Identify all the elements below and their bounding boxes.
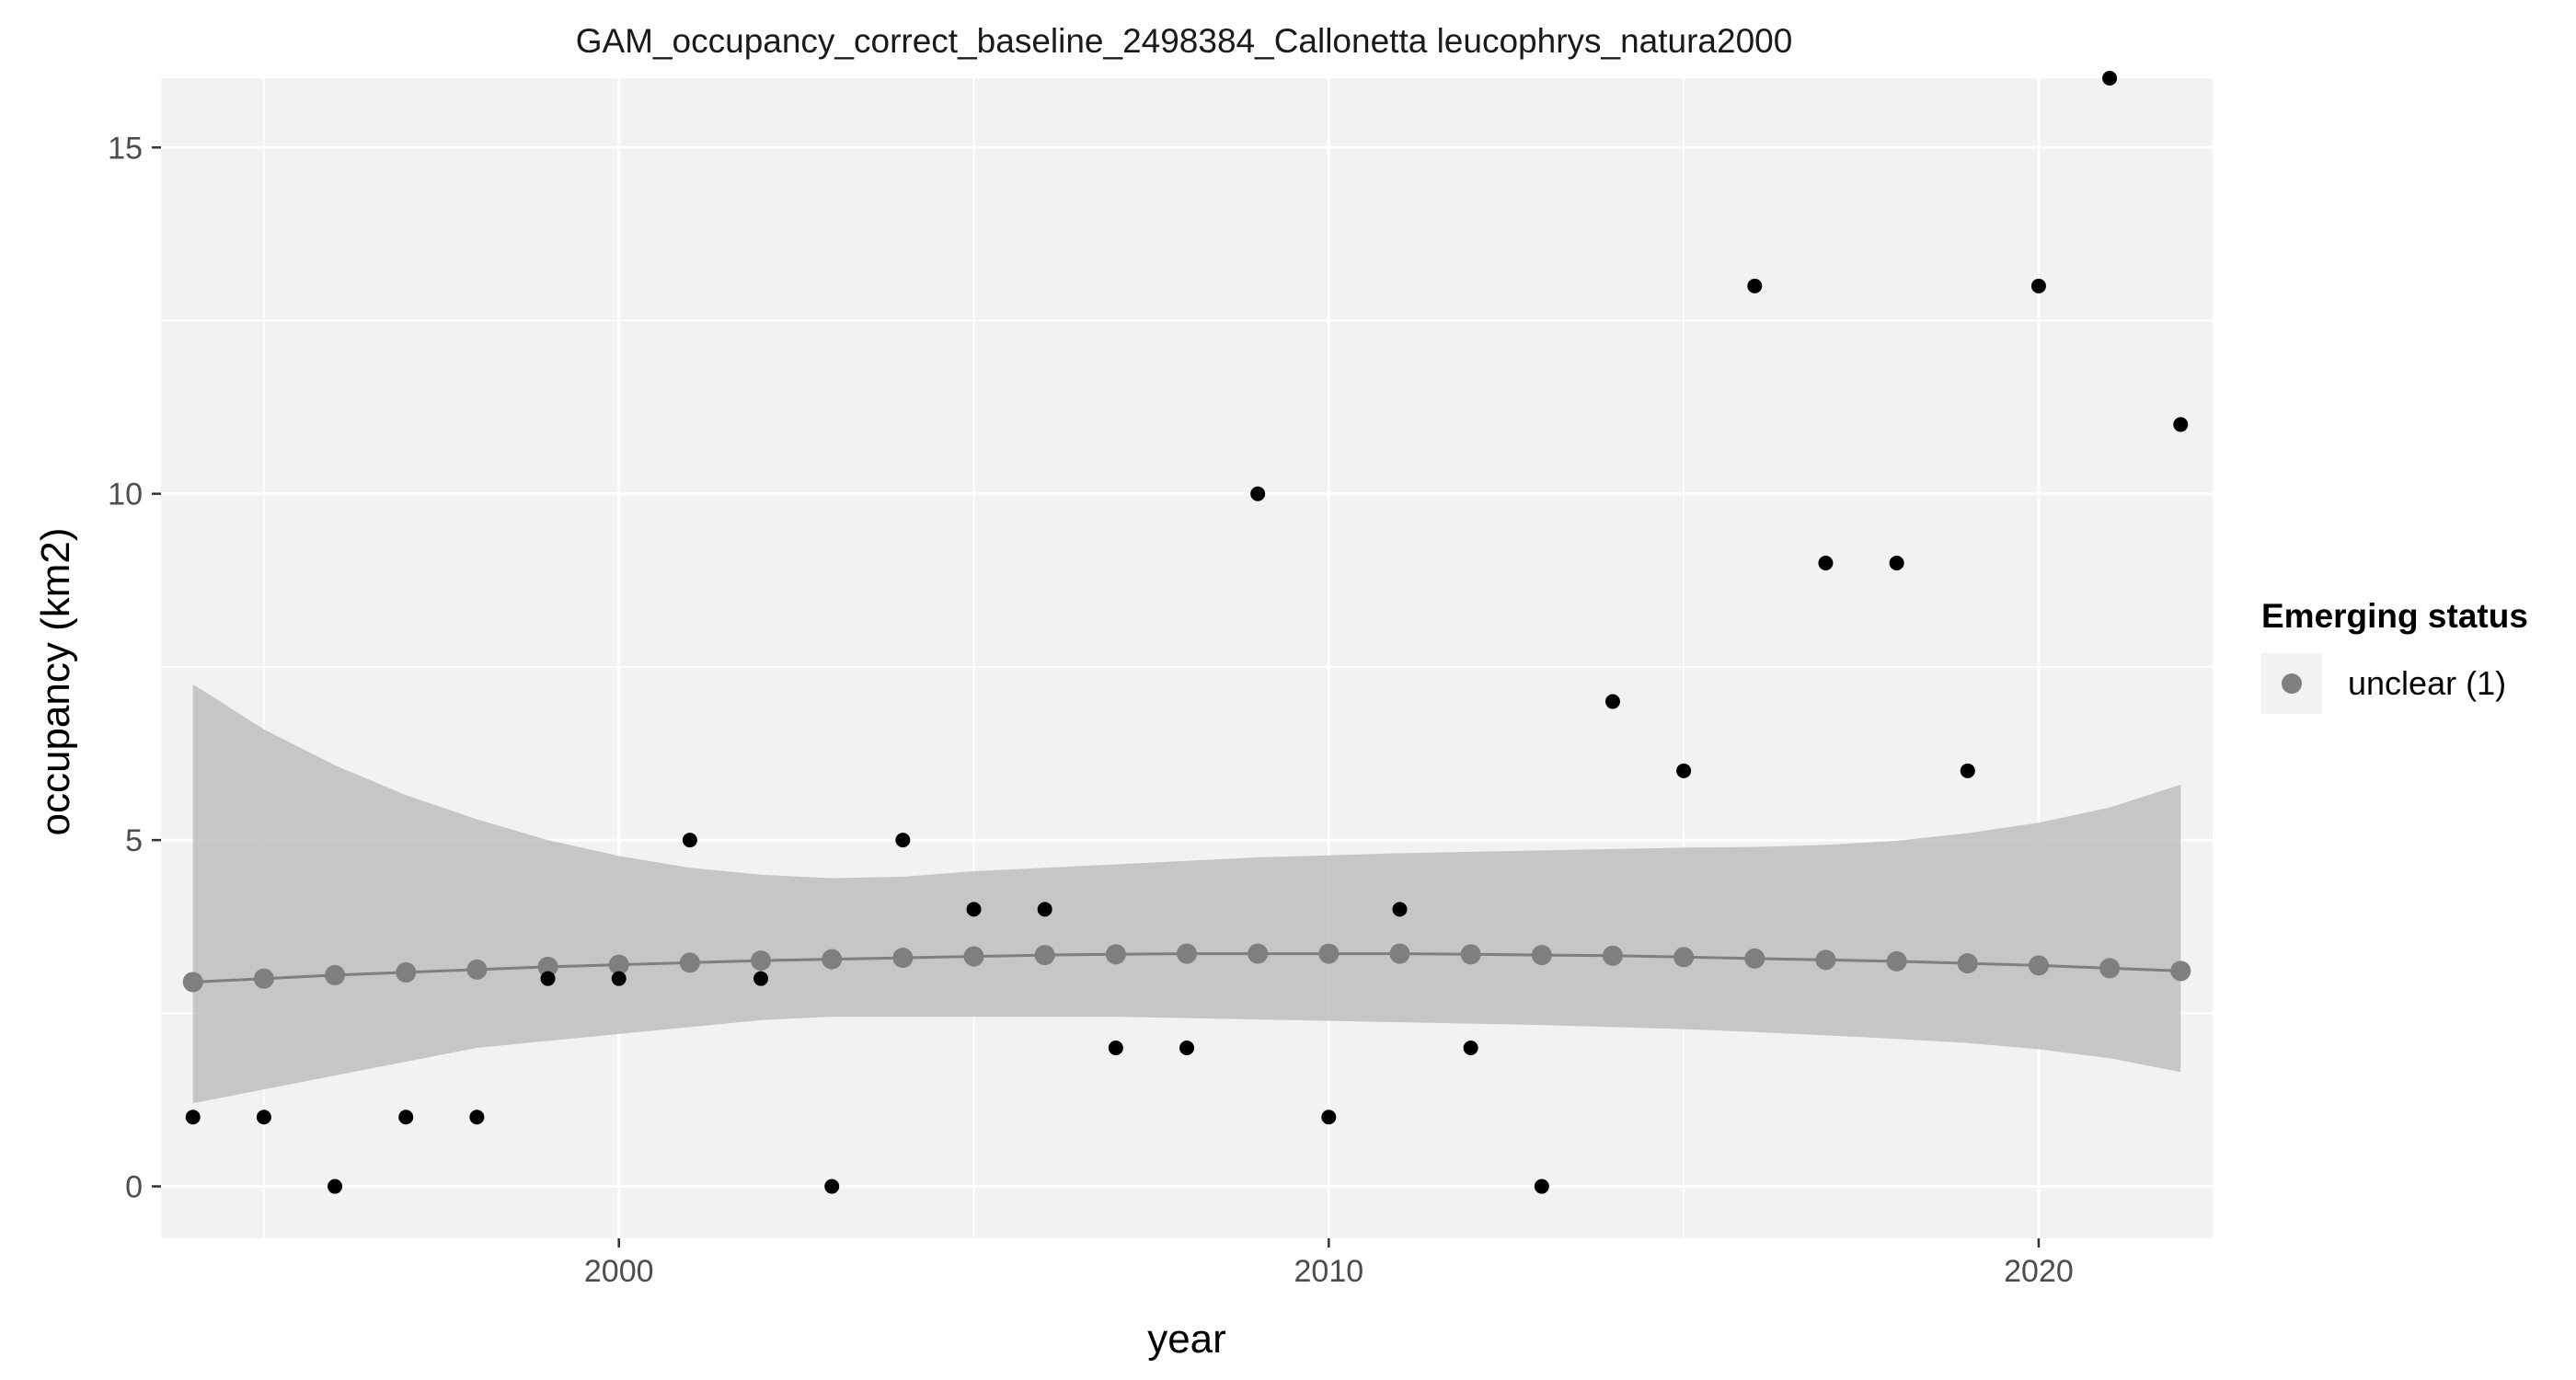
trend-point <box>1105 944 1126 965</box>
axes-layer: 2000 2010 2020 0 5 10 15 <box>108 131 2074 1289</box>
trend-point <box>2099 958 2121 979</box>
trend-point <box>1602 945 1623 966</box>
observed-point <box>966 902 982 917</box>
legend: Emerging status unclear (1) <box>2261 597 2528 714</box>
y-tick-label: 5 <box>125 823 143 858</box>
y-tick-label: 0 <box>125 1170 143 1205</box>
trend-point <box>822 949 843 970</box>
observed-points-layer <box>185 71 2189 1194</box>
x-tick-label: 2010 <box>1294 1254 1364 1289</box>
trend-point <box>2028 955 2049 976</box>
observed-point <box>1534 1179 1549 1194</box>
trend-point <box>1248 943 1269 964</box>
observed-point <box>398 1110 414 1125</box>
observed-point <box>328 1179 343 1194</box>
observed-point <box>1889 555 1904 570</box>
trend-layer <box>182 943 2191 993</box>
observed-point <box>2173 417 2189 432</box>
observed-point <box>895 833 911 848</box>
trend-point <box>253 968 274 989</box>
observed-point <box>540 971 556 986</box>
x-tick-label: 2000 <box>584 1254 654 1289</box>
trend-point <box>182 972 203 993</box>
trend-point <box>1389 943 1410 964</box>
observed-point <box>2102 71 2118 86</box>
y-tick-label: 15 <box>108 131 143 166</box>
observed-point <box>1676 763 1692 778</box>
trend-point <box>1744 948 1765 969</box>
legend-label: unclear (1) <box>2348 664 2506 702</box>
trend-point <box>1460 944 1481 965</box>
observed-point <box>824 1179 840 1194</box>
y-tick-label: 10 <box>108 477 143 512</box>
observed-point <box>1250 486 1266 501</box>
observed-point <box>1321 1110 1337 1125</box>
x-tick-label: 2020 <box>2004 1254 2074 1289</box>
observed-point <box>753 971 769 986</box>
trend-point <box>325 964 346 985</box>
trend-point <box>1034 945 1055 966</box>
trend-point <box>1177 943 1197 964</box>
observed-point <box>1463 1040 1478 1055</box>
trend-point <box>892 948 914 969</box>
observed-point <box>611 971 627 986</box>
trend-point <box>963 946 984 967</box>
x-axis-title: year <box>1147 1317 1226 1362</box>
observed-point <box>1960 763 1975 778</box>
observed-point <box>1179 1040 1194 1055</box>
observed-point <box>1747 278 1763 293</box>
trend-point <box>396 961 417 983</box>
trend-point <box>1957 953 1978 974</box>
observed-point <box>256 1110 271 1125</box>
trend-point <box>608 954 629 975</box>
observed-point <box>1108 1040 1123 1055</box>
trend-point <box>1815 949 1836 971</box>
y-axis-title: occupancy (km2) <box>33 527 78 835</box>
observed-point <box>1037 902 1052 917</box>
trend-point <box>466 959 488 980</box>
plot-panel <box>161 78 2213 1238</box>
observed-point <box>1604 694 1620 709</box>
observed-point <box>1392 902 1408 917</box>
chart-title: GAM_occupancy_correct_baseline_2498384_C… <box>576 22 1793 60</box>
trend-point <box>1673 947 1695 968</box>
observed-point <box>469 1110 485 1125</box>
trend-point <box>679 952 700 973</box>
trend-point <box>1531 945 1552 966</box>
observed-point <box>682 833 697 848</box>
confidence-band-layer <box>192 684 2181 1104</box>
trend-point <box>751 950 772 972</box>
trend-point <box>1886 950 1907 972</box>
observed-point <box>1818 555 1834 570</box>
trend-point <box>2170 960 2191 982</box>
trend-point <box>1318 943 1340 964</box>
legend-key-point <box>2282 673 2302 694</box>
confidence-band <box>192 684 2181 1104</box>
observed-point <box>2030 278 2046 293</box>
observed-point <box>185 1110 201 1125</box>
legend-title: Emerging status <box>2261 597 2528 635</box>
trend-point <box>537 956 558 977</box>
